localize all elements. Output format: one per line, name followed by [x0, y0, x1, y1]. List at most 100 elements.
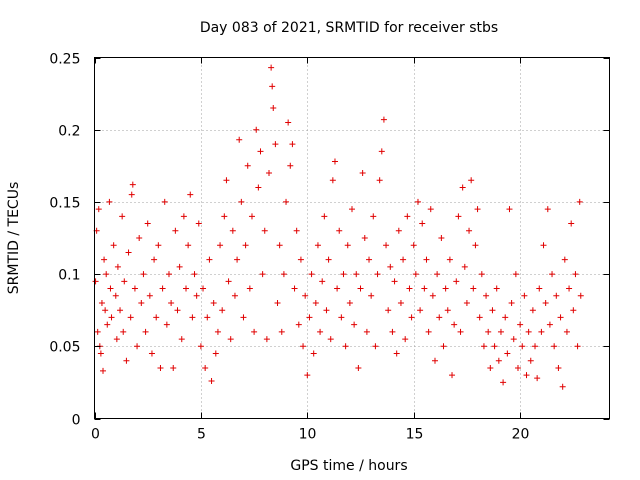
- data-point: [95, 206, 102, 213]
- data-point: [107, 285, 114, 292]
- data-point: [165, 271, 172, 278]
- chart-title: Day 083 of 2021, SRMTID for receiver stb…: [200, 20, 498, 36]
- data-point: [229, 227, 236, 234]
- data-point: [397, 299, 404, 306]
- data-point: [391, 278, 398, 285]
- data-point: [208, 377, 215, 384]
- y-tick-label: 0.1: [58, 268, 80, 284]
- data-point: [321, 213, 328, 220]
- data-point: [178, 336, 185, 343]
- data-point: [221, 213, 228, 220]
- data-point: [438, 235, 445, 241]
- data-point: [400, 256, 407, 263]
- data-point: [100, 367, 107, 374]
- data-point: [538, 328, 545, 335]
- data-point: [240, 314, 247, 321]
- data-point: [261, 227, 268, 234]
- data-point: [161, 198, 168, 205]
- data-point: [559, 383, 566, 390]
- y-tick-label: 0.15: [49, 196, 80, 212]
- data-point: [361, 235, 368, 241]
- data-point: [374, 271, 381, 278]
- data-point: [312, 299, 319, 306]
- data-point: [387, 263, 394, 270]
- data-point: [421, 285, 428, 292]
- data-point: [566, 285, 573, 292]
- data-point: [519, 343, 526, 350]
- data-point: [174, 307, 181, 314]
- data-point: [146, 292, 153, 299]
- data-point: [185, 242, 192, 249]
- data-point: [259, 271, 266, 278]
- data-point: [402, 336, 409, 343]
- data-point: [327, 336, 334, 343]
- data-point: [142, 328, 149, 335]
- data-point: [476, 314, 483, 321]
- data-point: [195, 220, 202, 227]
- data-point: [517, 321, 524, 328]
- data-point: [234, 256, 241, 263]
- data-point: [493, 285, 500, 292]
- x-tick-label: 5: [197, 427, 206, 443]
- data-point: [114, 263, 121, 270]
- data-point: [319, 278, 326, 285]
- data-point: [244, 162, 251, 169]
- data-point: [153, 314, 160, 321]
- data-point: [574, 343, 581, 350]
- data-point: [180, 213, 187, 220]
- data-point: [529, 307, 536, 314]
- data-point: [325, 256, 332, 263]
- data-point: [351, 321, 358, 328]
- data-point: [129, 181, 136, 188]
- data-point: [389, 328, 396, 335]
- data-point: [368, 292, 375, 299]
- data-point: [457, 328, 464, 335]
- data-point: [385, 307, 392, 314]
- data-point: [491, 343, 498, 350]
- data-point: [131, 285, 138, 292]
- data-point: [274, 299, 281, 306]
- data-point: [257, 148, 264, 155]
- data-point: [304, 372, 311, 379]
- data-point: [266, 170, 273, 177]
- data-point: [94, 328, 101, 335]
- data-point: [429, 292, 436, 299]
- data-point: [217, 242, 224, 249]
- data-point: [159, 285, 166, 292]
- data-point: [117, 307, 124, 314]
- x-axis-label: GPS time / hours: [290, 458, 407, 474]
- data-point: [508, 299, 515, 306]
- data-point: [127, 314, 134, 321]
- data-point: [463, 299, 470, 306]
- y-tick-label: 0.2: [58, 124, 80, 140]
- data-point: [210, 299, 217, 306]
- data-point: [359, 170, 366, 177]
- data-point: [110, 242, 117, 249]
- data-point: [155, 242, 162, 249]
- data-point: [406, 285, 413, 292]
- data-point: [108, 314, 115, 321]
- data-point: [291, 285, 298, 292]
- data-point: [412, 271, 419, 278]
- data-point: [101, 256, 108, 263]
- data-point: [461, 263, 468, 270]
- data-point: [138, 299, 145, 306]
- data-point: [268, 64, 275, 71]
- data-point: [106, 198, 113, 205]
- data-point: [251, 328, 258, 335]
- data-point: [536, 285, 543, 292]
- data-point: [434, 271, 441, 278]
- data-point: [408, 314, 415, 321]
- data-point: [120, 328, 127, 335]
- data-point: [295, 321, 302, 328]
- data-point: [523, 372, 530, 379]
- axis-ticks: [94, 57, 610, 420]
- data-point: [436, 314, 443, 321]
- data-point: [212, 350, 219, 357]
- data-point: [576, 198, 583, 205]
- data-point: [544, 206, 551, 213]
- data-point: [572, 271, 579, 278]
- data-point: [514, 364, 521, 371]
- data-point: [349, 206, 355, 213]
- data-point: [125, 249, 132, 256]
